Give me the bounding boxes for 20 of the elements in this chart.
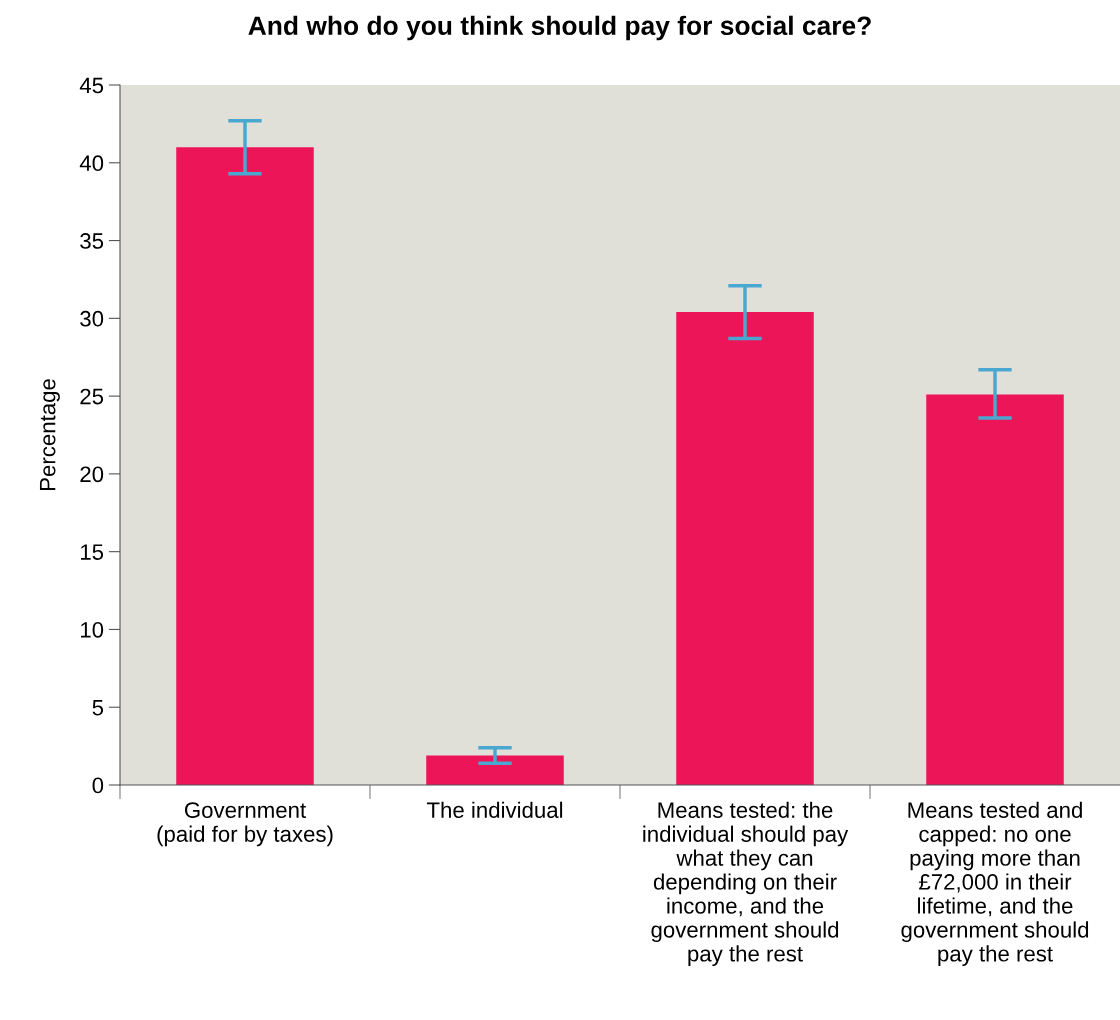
y-tick-label: 35 (80, 233, 104, 249)
x-tick-label: Government (paid for by taxes) (157, 802, 333, 847)
y-tick-label: 5 (92, 699, 104, 716)
y-tick-label: 30 (80, 310, 104, 327)
y-axis-title: Percentage (39, 379, 60, 490)
bar (176, 147, 314, 785)
bar (926, 394, 1064, 785)
bar (426, 755, 564, 785)
x-tick-label: Means tested and capped: no one paying more than £72,000 in their lifetime, and the government should pay the rest (901, 801, 1089, 966)
chart-title: And who do you think should pay for social care? (248, 15, 871, 41)
x-tick-label: Means tested: the individual should pay what they can depending on their income, and the government should pay the rest (643, 801, 849, 966)
y-tick-label: 20 (80, 466, 104, 483)
y-tick-label: 25 (80, 388, 104, 405)
y-tick-label: 0 (92, 777, 104, 794)
y-tick-label: 10 (81, 621, 104, 638)
bar (676, 312, 814, 785)
x-tick-label: The individual (426, 801, 563, 818)
y-tick-label: 40 (79, 155, 104, 172)
y-tick-label: 45 (79, 77, 104, 94)
y-tick-label: 15 (81, 544, 104, 560)
